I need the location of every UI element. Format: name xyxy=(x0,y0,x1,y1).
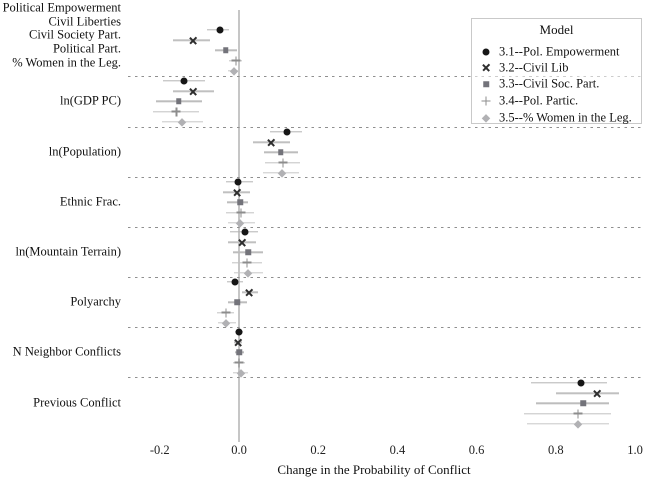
x-axis-tick-label: 0.0 xyxy=(231,443,247,457)
legend-entry-label: 3.3--Civil Soc. Part. xyxy=(499,76,600,91)
square-marker-icon xyxy=(237,199,243,206)
plus-marker-stroke xyxy=(238,358,240,368)
plus-marker-stroke xyxy=(282,158,284,168)
x-axis-tick-label: 0.8 xyxy=(547,443,564,457)
dashed-separator-line xyxy=(128,227,645,229)
y-axis-label: ln(Mountain Terrain) xyxy=(15,244,121,259)
square-marker-icon xyxy=(234,299,240,306)
dashed-separator-line xyxy=(128,177,645,179)
y-axis-label: ln(GDP PC) xyxy=(59,93,121,108)
x-marker-icon xyxy=(238,238,247,247)
legend-entry-label: 3.4--Pol. Partic. xyxy=(499,93,579,108)
plus-marker-icon xyxy=(171,107,181,117)
square-marker-icon xyxy=(483,81,489,87)
legend-entry: 3.3--Civil Soc. Part. xyxy=(472,77,641,91)
y-axis-label: Previous Conflict xyxy=(33,395,121,410)
circle-marker-icon xyxy=(216,26,224,34)
plus-marker-stroke xyxy=(235,56,237,66)
plus-marker-stroke xyxy=(246,258,248,268)
legend-entry: 3.4--Pol. Partic. xyxy=(472,94,641,108)
y-axis-label: N Neighbor Conflicts xyxy=(12,344,121,359)
plus-marker-stroke xyxy=(577,409,579,419)
x-axis-tick-label: 1.0 xyxy=(627,443,643,457)
x-marker-icon xyxy=(267,138,276,147)
x-axis-tick-label: -0.2 xyxy=(149,443,170,457)
y-axis-label: Civil Liberties xyxy=(48,14,121,29)
circle-marker-icon xyxy=(577,379,585,387)
diamond-marker-icon xyxy=(178,117,186,126)
dashed-separator-line xyxy=(128,327,645,329)
diamond-marker-icon xyxy=(574,419,582,428)
plus-marker-stroke xyxy=(175,107,178,117)
x-axis-tick-label: 0.4 xyxy=(389,443,406,457)
plus-marker-icon xyxy=(481,96,491,106)
legend-entry: 3.5--% Women in the Leg. xyxy=(472,111,641,125)
legend-title: Model xyxy=(539,22,574,37)
plus-marker-icon xyxy=(231,56,241,66)
square-marker-icon xyxy=(236,349,242,356)
diamond-marker-icon xyxy=(229,66,238,75)
dashed-separator-line xyxy=(128,75,645,78)
plus-marker-icon xyxy=(573,409,583,419)
plus-marker-icon xyxy=(236,208,246,218)
y-axis-label: Civil Society Part. xyxy=(28,27,121,42)
legend-entry: 3.1--Pol. Empowerment xyxy=(472,45,641,59)
confidence-interval-line xyxy=(556,392,620,394)
circle-marker-icon xyxy=(231,278,239,286)
circle-marker-icon xyxy=(283,128,291,136)
x-marker-icon xyxy=(189,36,198,45)
confidence-interval-line xyxy=(527,423,609,425)
square-marker-icon xyxy=(223,47,229,54)
x-marker-icon xyxy=(245,288,254,297)
legend-entry: 3.2--Civil Lib xyxy=(472,61,641,75)
square-marker-icon xyxy=(580,400,586,407)
y-axis-label: % Women in the Leg. xyxy=(12,55,121,70)
x-marker-icon xyxy=(593,389,602,398)
dashed-separator-line xyxy=(128,277,645,279)
x-axis-tick-label: 0.2 xyxy=(310,443,326,457)
x-marker-icon xyxy=(482,64,491,73)
plus-marker-stroke xyxy=(240,208,242,218)
plus-marker-icon xyxy=(221,308,231,318)
confidence-interval-line xyxy=(531,382,608,384)
diamond-marker-icon xyxy=(244,268,252,277)
square-marker-icon xyxy=(176,98,182,105)
plus-marker-stroke xyxy=(485,96,487,106)
legend-entry-label: 3.2--Civil Lib xyxy=(499,60,569,75)
x-marker-icon xyxy=(233,188,242,197)
diamond-marker-icon xyxy=(277,168,286,177)
legend-entry-label: 3.5--% Women in the Leg. xyxy=(499,110,632,125)
y-axis-label: Polyarchy xyxy=(70,294,121,309)
x-axis-title: Change in the Probability of Conflict xyxy=(277,462,471,477)
y-axis-label: Political Empowerment xyxy=(2,0,121,15)
circle-marker-icon xyxy=(234,178,242,186)
confidence-interval-line xyxy=(524,412,611,415)
x-marker-icon xyxy=(234,338,243,347)
dashed-separator-line xyxy=(128,377,645,379)
circle-marker-icon xyxy=(180,77,188,85)
plus-marker-icon xyxy=(234,358,244,368)
circle-marker-icon xyxy=(241,228,249,236)
y-axis-label: Political Part. xyxy=(52,41,121,56)
y-axis-label: ln(Population) xyxy=(48,144,121,159)
x-marker-icon xyxy=(189,87,198,96)
square-marker-icon xyxy=(245,249,251,256)
confidence-interval-line xyxy=(536,402,609,405)
diamond-marker-icon xyxy=(482,114,490,122)
x-axis-tick-label: 0.6 xyxy=(468,443,485,457)
dashed-separator-line xyxy=(128,126,645,129)
circle-marker-icon xyxy=(482,48,490,56)
plus-marker-stroke xyxy=(225,308,227,318)
diamond-marker-icon xyxy=(222,318,230,327)
legend-box: Model 3.1--Pol. Empowerment 3.2--Civil Li… xyxy=(471,18,642,125)
y-axis-label: Ethnic Frac. xyxy=(59,194,121,209)
legend-entry-label: 3.1--Pol. Empowerment xyxy=(499,44,620,59)
circle-marker-icon xyxy=(235,328,243,336)
square-marker-icon xyxy=(278,149,284,156)
plus-marker-icon xyxy=(242,258,252,268)
plus-marker-icon xyxy=(278,158,288,168)
